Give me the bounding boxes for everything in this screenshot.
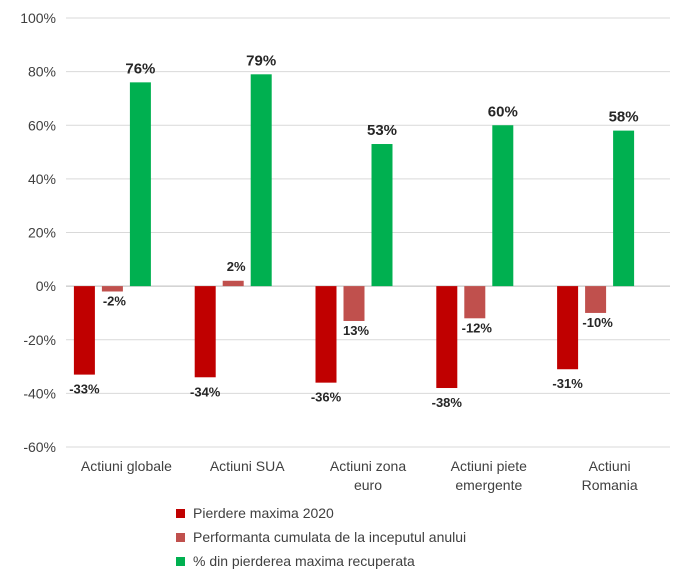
x-category-label: Actiuni [589,458,631,474]
x-category-label: euro [354,477,382,493]
bars [73,74,635,389]
y-tick-label: -40% [23,385,56,401]
y-tick-label: 0% [36,278,56,294]
legend-item-pierdere: Pierdere maxima 2020 [176,502,334,524]
data-labels: -33% -34% -36% -38% -31% -2% 2% 13% -12% -10% 76% 7… [69,52,638,410]
x-axis: Actiuni globale Actiuni SUA Actiuni zona eu… [81,458,638,493]
legend-swatch-pierdere [176,508,185,518]
bar-pierdere [73,286,95,375]
bar-pierdere [436,286,458,389]
bar-recuperata [492,125,514,287]
bar-recuperata [613,130,635,287]
data-label: -38% [432,395,463,410]
bar-pierdere [194,286,216,378]
y-tick-label: 40% [28,171,56,187]
y-axis: -60% -40% -20% 0% 20% 40% 60% 80% 100% [20,10,56,455]
x-category-label: emergente [455,477,522,493]
y-tick-label: 20% [28,225,56,241]
data-label: -31% [552,376,583,391]
y-tick-label: 60% [28,117,56,133]
legend-label-recuperata: % din pierderea maxima recuperata [193,553,415,569]
y-tick-label: -60% [23,439,56,455]
data-label: -10% [582,315,613,330]
bar-performanta [101,286,123,292]
bar-recuperata [250,74,272,287]
y-tick-label: 100% [20,10,56,26]
legend-item-recuperata: % din pierderea maxima recuperata [176,550,415,572]
y-tick-label: -20% [23,332,56,348]
bar-performanta [464,286,486,319]
data-label: 60% [488,103,518,120]
bar-recuperata [129,82,151,287]
x-category-label: Actiuni globale [81,458,172,474]
bar-performanta [343,286,365,321]
data-label: 13% [343,323,369,338]
bar-performanta [222,280,244,287]
data-label: -33% [69,382,100,397]
data-label: 79% [246,52,276,69]
data-label: -34% [190,384,221,399]
x-category-label: Actiuni piete [451,458,527,474]
data-label: -12% [462,320,493,335]
x-category-label: Romania [582,477,638,493]
legend-item-performanta: Performanta cumulata de la inceputul anu… [176,526,466,548]
x-category-label: Actiuni zona [330,458,406,474]
x-category-label: Actiuni SUA [210,458,285,474]
data-label: 58% [609,109,639,126]
data-label: 53% [367,122,397,139]
data-label: -2% [103,293,127,308]
data-label: -36% [311,390,342,405]
data-label: 76% [125,60,155,77]
bar-pierdere [557,286,579,370]
bar-recuperata [371,144,393,287]
y-tick-label: 80% [28,64,56,80]
legend-label-performanta: Performanta cumulata de la inceputul anu… [193,529,467,545]
bar-pierdere [315,286,337,383]
bar-performanta [585,286,607,313]
data-label: 2% [227,259,246,274]
legend-swatch-performanta [176,532,185,542]
legend-label-pierdere: Pierdere maxima 2020 [193,505,334,521]
legend-swatch-recuperata [176,556,185,566]
